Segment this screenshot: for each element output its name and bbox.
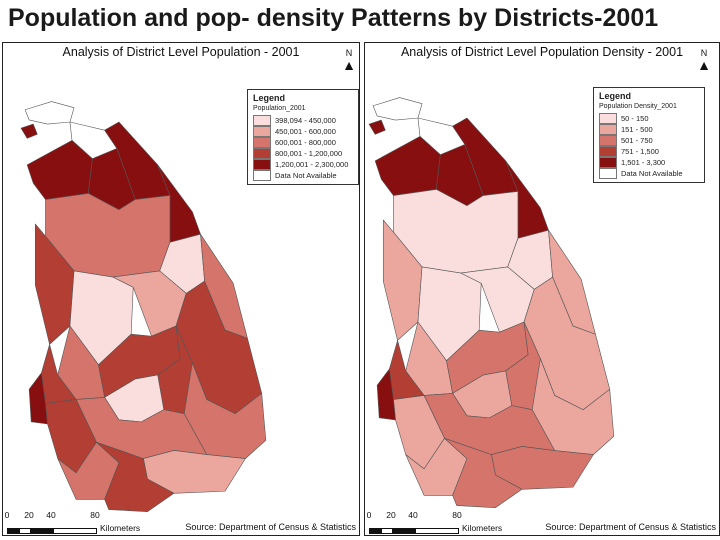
district-region[interactable] — [444, 437, 523, 508]
north-label: N — [345, 48, 353, 58]
slide-title: Population and pop- density Patterns by … — [8, 4, 659, 32]
legend-subtitle: Population_2001 — [253, 105, 306, 112]
scale-tick-label: 20 — [386, 510, 396, 520]
legend-item: 50 - 150 — [599, 113, 699, 124]
legend-item: 800,001 - 1,200,000 — [253, 148, 353, 159]
district-region[interactable] — [96, 441, 175, 512]
north-arrow-icon: N ▲ — [342, 48, 356, 73]
population-legend: Legend Population_2001 398,094 - 450,000… — [247, 89, 359, 185]
legend-swatch — [599, 135, 617, 146]
density-map-title: Analysis of District Level Population De… — [400, 45, 684, 59]
scale-tick-label: 20 — [24, 510, 34, 520]
legend-label: 501 - 750 — [621, 136, 653, 145]
legend-swatch — [599, 113, 617, 124]
legend-label: Data Not Available — [621, 169, 683, 178]
density-map-panel: Analysis of District Level Population De… — [364, 42, 720, 536]
legend-label: 151 - 500 — [621, 125, 653, 134]
legend-swatch — [599, 124, 617, 135]
legend-item: 450,001 - 600,000 — [253, 126, 353, 137]
legend-item: 1,501 - 3,300 — [599, 157, 699, 168]
legend-label: 1,200,001 - 2,300,000 — [275, 160, 349, 169]
district-region[interactable] — [28, 372, 48, 425]
legend-item: 151 - 500 — [599, 124, 699, 135]
legend-label: 800,001 - 1,200,000 — [275, 149, 343, 158]
scale-bar: 0 20 40 80 Kilometers — [5, 510, 141, 534]
legend-subtitle: Population Density_2001 — [599, 103, 677, 110]
density-legend: Legend Population Density_2001 50 - 150 … — [593, 87, 705, 183]
legend-item: 501 - 750 — [599, 135, 699, 146]
legend-item: Data Not Available — [599, 168, 699, 179]
legend-item: 600,001 - 800,000 — [253, 137, 353, 148]
scale-tick-label: 0 — [4, 510, 10, 520]
legend-swatch — [253, 115, 271, 126]
legend-label: 751 - 1,500 — [621, 147, 659, 156]
legend-swatch — [253, 126, 271, 137]
density-choropleth-map[interactable] — [365, 43, 719, 535]
legend-label: 50 - 150 — [621, 114, 649, 123]
district-region[interactable] — [372, 97, 423, 121]
legend-swatch — [253, 137, 271, 148]
legend-label: 398,094 - 450,000 — [275, 116, 336, 125]
legend-item: Data Not Available — [253, 170, 353, 181]
district-region[interactable] — [376, 368, 396, 421]
legend-swatch — [599, 157, 617, 168]
scale-tick-label: 80 — [452, 510, 462, 520]
district-region[interactable] — [368, 119, 386, 135]
legend-swatch — [599, 146, 617, 157]
scale-tick-label: 40 — [408, 510, 418, 520]
legend-swatch — [253, 170, 271, 181]
population-choropleth-map[interactable] — [3, 43, 359, 535]
north-label: N — [700, 48, 708, 58]
legend-label: 600,001 - 800,000 — [275, 138, 336, 147]
source-note: Source: Department of Census & Statistic… — [185, 522, 356, 532]
scale-tick-label: 0 — [366, 510, 372, 520]
north-arrow-icon: N ▲ — [697, 48, 711, 73]
legend-title: Legend — [253, 93, 286, 103]
scale-bar: 0 20 40 80 Kilometers — [367, 510, 503, 534]
legend-label: 450,001 - 600,000 — [275, 127, 336, 136]
scale-unit: Kilometers — [462, 523, 503, 533]
legend-item: 1,200,001 - 2,300,000 — [253, 159, 353, 170]
district-region[interactable] — [24, 101, 75, 125]
district-region[interactable] — [20, 123, 38, 139]
legend-item: 751 - 1,500 — [599, 146, 699, 157]
scale-tick-label: 40 — [46, 510, 56, 520]
scale-unit: Kilometers — [100, 523, 141, 533]
legend-swatch — [599, 168, 617, 179]
legend-swatch — [253, 159, 271, 170]
source-note: Source: Department of Census & Statistic… — [545, 522, 716, 532]
population-map-title: Analysis of District Level Population - … — [62, 45, 300, 59]
legend-label: Data Not Available — [275, 171, 337, 180]
legend-label: 1,501 - 3,300 — [621, 158, 666, 167]
scale-tick-label: 80 — [90, 510, 100, 520]
legend-swatch — [253, 148, 271, 159]
legend-title: Legend — [599, 91, 632, 101]
population-map-panel: Analysis of District Level Population - … — [2, 42, 360, 536]
legend-item: 398,094 - 450,000 — [253, 115, 353, 126]
